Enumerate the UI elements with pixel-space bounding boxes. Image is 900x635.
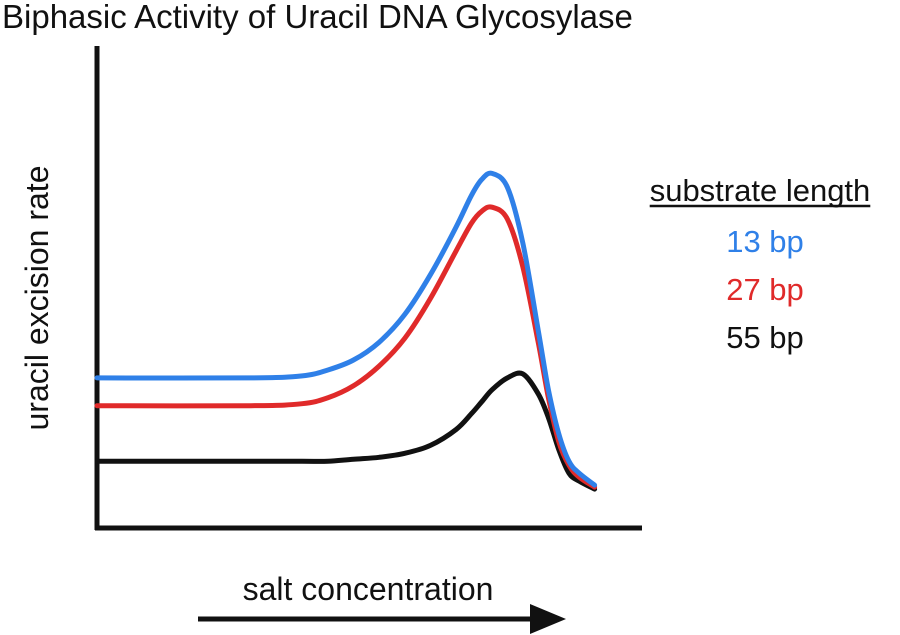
x-axis-title: salt concentration [243,571,494,607]
series-layer [94,170,598,492]
series-line-55-bp [94,370,598,492]
chart-title: Biphasic Activity of Uracil DNA Glycosyl… [2,0,633,35]
y-axis-title: uracil excision rate [19,166,55,431]
legend-items: 13 bp 27 bp 55 bp [726,224,804,355]
legend-item-13-bp: 13 bp [726,224,804,259]
legend-item-27-bp: 27 bp [726,272,804,307]
series-line-13-bp [94,170,598,488]
series-line-27-bp [94,204,598,490]
x-axis-arrow-head-icon [530,604,566,634]
legend-title: substrate length [650,173,871,208]
legend-item-55-bp: 55 bp [726,320,804,355]
